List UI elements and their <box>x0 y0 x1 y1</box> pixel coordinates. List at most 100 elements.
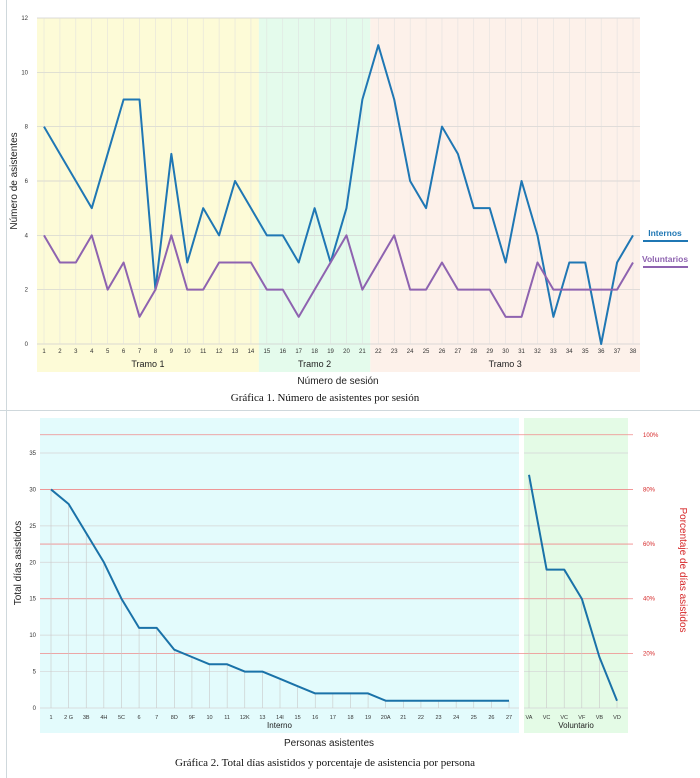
x-tick-label: 9F <box>189 715 196 721</box>
y-tick-label: 8 <box>25 125 29 131</box>
x-tick-label: 6 <box>122 349 126 355</box>
y2-tick-label: 80% <box>643 487 656 493</box>
x-tick-label: 7 <box>155 715 158 721</box>
x-tick-label: 15 <box>295 715 301 721</box>
y-tick-label: 10 <box>29 633 36 639</box>
x-tick-label: 21 <box>359 349 366 355</box>
y2-tick-label: 60% <box>643 542 656 548</box>
x-tick-label: 27 <box>506 715 512 721</box>
x-tick-label: 18 <box>347 715 353 721</box>
x-tick-label: 19 <box>365 715 371 721</box>
x-tick-label: 34 <box>566 349 573 355</box>
series-line-voluntario <box>528 474 618 702</box>
x-tick-label: 8D <box>171 715 178 721</box>
y-tick-label: 5 <box>33 670 37 676</box>
x-tick-label: 22 <box>375 349 382 355</box>
y-tick-label: 25 <box>29 524 36 530</box>
x-tick-label: 5C <box>118 715 125 721</box>
x-axis-title: Personas asistentes <box>284 738 374 749</box>
y-tick-label: 30 <box>29 487 36 493</box>
x-tick-label: 30 <box>502 349 509 355</box>
x-tick-label: 38 <box>630 349 637 355</box>
x-tick-label: 16 <box>279 349 286 355</box>
region-label: Tramo 3 <box>489 359 522 369</box>
x-tick-label: 10 <box>184 349 191 355</box>
x-tick-label: 5 <box>106 349 110 355</box>
x-tick-label: 25 <box>423 349 430 355</box>
x-tick-label: 17 <box>330 715 336 721</box>
series-line-interno <box>50 488 509 702</box>
x-tick-label: 7 <box>138 349 142 355</box>
y-tick-label: 20 <box>29 560 36 566</box>
x-tick-label: 37 <box>614 349 621 355</box>
x-tick-label: 19 <box>327 349 334 355</box>
x-tick-label: 3 <box>74 349 78 355</box>
x-tick-label: 26 <box>439 349 446 355</box>
x-tick-label: 20 <box>343 349 350 355</box>
legend-label: Internos <box>648 228 682 238</box>
top-left-border <box>6 0 7 410</box>
y2-tick-label: 20% <box>643 651 656 657</box>
y-tick-label: 6 <box>25 179 29 185</box>
y-tick-label: 12 <box>21 16 28 22</box>
x-tick-label: 1 <box>42 349 46 355</box>
panel-band <box>40 418 519 733</box>
x-tick-label: 3B <box>83 715 90 721</box>
x-tick-label: 6 <box>138 715 141 721</box>
x-tick-label: 33 <box>550 349 557 355</box>
x-tick-label: 2 G <box>64 715 73 721</box>
x-axis-title: Número de sesión <box>297 376 378 387</box>
y-tick-label: 15 <box>29 597 36 603</box>
x-tick-label: 4H <box>100 715 107 721</box>
x-tick-label: 11 <box>224 715 230 721</box>
bottom-left-border <box>6 410 7 778</box>
x-tick-label: 21 <box>400 715 406 721</box>
panel-label: Interno <box>267 721 292 730</box>
x-tick-label: 11 <box>200 349 207 355</box>
x-tick-label: 10 <box>206 715 212 721</box>
x-tick-label: 22 <box>418 715 424 721</box>
x-tick-label: 36 <box>598 349 605 355</box>
x-tick-label: 4 <box>90 349 94 355</box>
section-divider <box>0 410 700 411</box>
region-label: Tramo 2 <box>298 359 331 369</box>
x-tick-label: VD <box>613 715 621 721</box>
x-tick-label: 24 <box>407 349 414 355</box>
x-tick-label: 15 <box>264 349 271 355</box>
series-line-internos <box>43 44 634 345</box>
x-tick-label: VA <box>526 715 533 721</box>
y2-tick-label: 100% <box>643 433 659 439</box>
x-tick-label: 23 <box>435 715 441 721</box>
y-tick-label: 0 <box>25 342 29 348</box>
x-tick-label: 24 <box>453 715 459 721</box>
x-tick-label: 35 <box>582 349 589 355</box>
x-tick-label: 14I <box>276 715 284 721</box>
legend-label: Voluntarios <box>642 254 688 264</box>
x-tick-label: VF <box>578 715 586 721</box>
chart-2-caption: Gráfica 2. Total días asistidos y porcen… <box>175 757 475 769</box>
x-tick-label: 13 <box>232 349 239 355</box>
x-tick-label: VB <box>596 715 604 721</box>
x-tick-label: 16 <box>312 715 318 721</box>
x-tick-label: VC <box>543 715 551 721</box>
y2-tick-label: 40% <box>643 597 656 603</box>
x-tick-label: 27 <box>455 349 462 355</box>
x-tick-label: 8 <box>154 349 158 355</box>
x-tick-label: 26 <box>488 715 494 721</box>
x-tick-label: 2 <box>58 349 62 355</box>
x-tick-label: 18 <box>311 349 318 355</box>
region-label: Tramo 1 <box>131 359 164 369</box>
x-tick-label: 29 <box>486 349 493 355</box>
x-tick-label: 12K <box>240 715 250 721</box>
x-tick-label: 9 <box>170 349 174 355</box>
x-tick-label: 31 <box>518 349 525 355</box>
x-tick-label: 14 <box>248 349 255 355</box>
x-tick-label: 32 <box>534 349 541 355</box>
x-tick-label: VC <box>560 715 568 721</box>
series-line-voluntarios <box>43 234 634 318</box>
x-tick-label: 12 <box>216 349 223 355</box>
x-tick-label: 17 <box>295 349 302 355</box>
y-tick-label: 4 <box>25 233 29 239</box>
